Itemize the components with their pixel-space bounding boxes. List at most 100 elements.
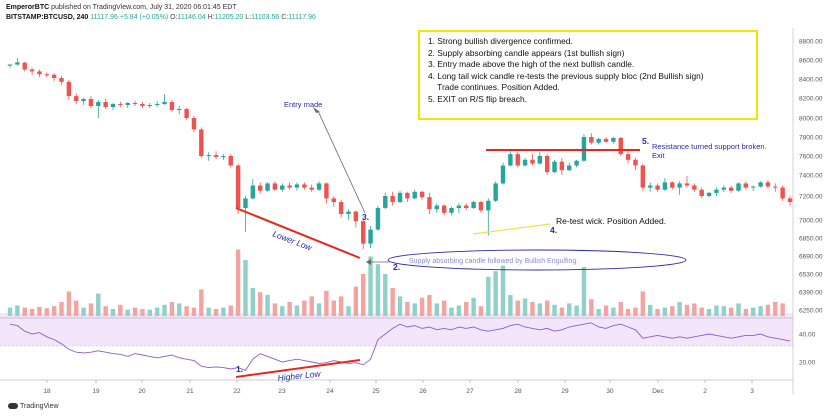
candle-body <box>324 183 329 199</box>
volume-bar <box>758 306 763 316</box>
volume-bar <box>647 304 653 316</box>
candle-body <box>449 208 454 213</box>
candle-body <box>670 182 675 188</box>
volume-bar <box>309 296 314 316</box>
higher-low-label: Higher Low <box>277 368 322 383</box>
volume-bar <box>522 298 528 316</box>
time-axis: 18 19 20 21 22 23 24 25 26 27 28 29 30 Dec 2 3 <box>43 380 754 395</box>
candle-body <box>294 184 300 188</box>
candle-body <box>221 156 226 157</box>
candle-body <box>559 161 565 171</box>
candle-body <box>662 182 668 190</box>
candle-body <box>478 202 484 211</box>
price-tick-label: 8600.00 <box>799 58 823 65</box>
candle-body <box>383 196 388 208</box>
lower-low-label: Lower Low <box>271 229 314 253</box>
candle-body <box>751 186 756 188</box>
candle-body <box>515 154 520 166</box>
time-tick-label: 23 <box>278 388 286 395</box>
tradingview-logo[interactable]: TradingView <box>8 403 59 410</box>
candle-body <box>625 154 631 160</box>
candle-body <box>66 81 72 97</box>
candle-body <box>706 192 712 196</box>
candle-body <box>441 205 447 213</box>
candle-body <box>419 191 425 198</box>
volume-bar <box>110 309 116 316</box>
candle-body <box>508 154 513 166</box>
candle-body <box>44 74 49 76</box>
volume-bar <box>552 304 557 316</box>
time-tick-label: 30 <box>606 388 614 395</box>
volume-bar <box>59 302 64 316</box>
volume-bar <box>589 299 594 316</box>
candle-body <box>780 187 785 199</box>
volume-bar <box>486 276 491 316</box>
candle-body <box>736 183 741 191</box>
candle-body <box>677 183 682 188</box>
strategy-notes-box: 1. Strong bullish divergence confirmed. … <box>418 30 758 120</box>
candle-body <box>589 137 594 143</box>
candle-body <box>537 156 543 164</box>
step-1-marker: 1. <box>236 364 243 374</box>
candle-body <box>581 137 587 161</box>
candle-body <box>434 205 439 210</box>
volume-bar <box>515 300 520 316</box>
entry-pointer <box>317 110 366 214</box>
time-tick-label: 21 <box>186 388 194 395</box>
time-tick-label: 24 <box>326 388 334 395</box>
volume-bar <box>331 300 336 316</box>
volume-bar <box>154 307 160 316</box>
retest-pointer <box>472 223 551 235</box>
open-value: 11146.04 <box>177 14 206 21</box>
candle-body <box>500 165 506 184</box>
candle-body <box>611 137 616 142</box>
candle-body <box>743 183 749 188</box>
volume-bar <box>405 302 410 316</box>
volume-bar <box>544 300 550 316</box>
candle-body <box>15 62 20 65</box>
price-tick-label: 6690.00 <box>799 254 823 261</box>
candle-body <box>287 185 292 188</box>
price-tick-label: 6850.00 <box>799 236 823 243</box>
volume-bar <box>706 309 712 316</box>
candle-body <box>280 185 285 190</box>
volume-bar <box>464 302 469 316</box>
volume-bar <box>611 307 616 316</box>
volume-bar <box>684 304 690 316</box>
candle-body <box>684 183 690 186</box>
price-tick-label: 6390.00 <box>799 290 823 297</box>
volume-bar <box>596 309 601 316</box>
volume-bar <box>368 256 373 316</box>
volume-bar <box>633 307 638 316</box>
volume-bar <box>243 260 248 316</box>
rsi-tick-label: 20.00 <box>799 360 816 367</box>
candle-body <box>728 187 734 191</box>
candle-body <box>618 137 623 155</box>
candle-body <box>655 185 660 190</box>
volume-bar <box>353 286 359 316</box>
volume-bar <box>15 305 20 316</box>
volume-bar <box>316 303 322 316</box>
volume-bar <box>677 302 682 316</box>
volume-bar <box>618 302 623 316</box>
volume-bar <box>375 264 381 316</box>
candle-body <box>309 187 314 190</box>
volume-bar <box>81 307 86 316</box>
entry-arrowhead <box>313 107 320 113</box>
volume-bar <box>287 302 292 316</box>
resistance-label: Resistance turned support broken. <box>652 142 767 151</box>
candle-body <box>544 156 550 173</box>
price-change: +5.84 (+0.05%) <box>119 14 169 21</box>
volume-bar <box>412 303 417 316</box>
publisher-name: EmperorBTC <box>6 4 50 11</box>
candle-body <box>397 192 403 202</box>
time-tick-label: 29 <box>561 388 569 395</box>
volume-bar <box>427 295 432 316</box>
candle-body <box>37 71 42 75</box>
supply-arrowhead <box>366 259 371 265</box>
candle-body <box>96 102 101 106</box>
candle-body <box>302 184 307 188</box>
candle-body <box>464 205 469 208</box>
candles <box>7 58 793 250</box>
